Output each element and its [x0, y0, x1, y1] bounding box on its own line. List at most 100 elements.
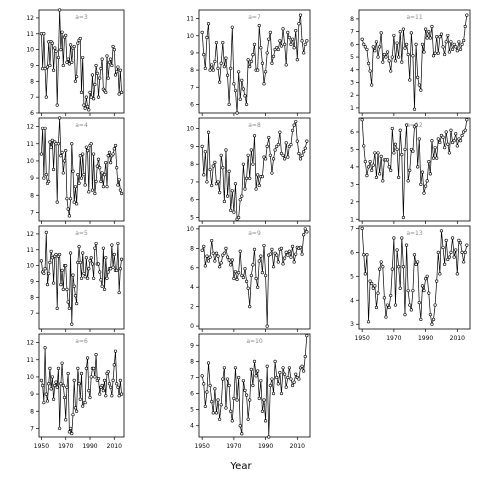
- data-point: [298, 157, 303, 161]
- data-point: [414, 42, 418, 46]
- data-point: [75, 302, 79, 306]
- data-point: [465, 243, 469, 247]
- y-tick-label: 6: [190, 391, 194, 398]
- data-point: [420, 42, 425, 46]
- data-point: [43, 67, 47, 71]
- data-point: [457, 40, 461, 44]
- data-point: [72, 378, 76, 382]
- y-tick-label: 8: [190, 358, 194, 365]
- x-tick-label: 1990: [418, 335, 433, 342]
- data-point: [48, 366, 52, 370]
- data-point: [433, 303, 437, 307]
- data-point: [387, 59, 391, 63]
- data-point: [387, 305, 391, 310]
- data-point: [56, 366, 61, 370]
- y-tick-label: 7: [30, 94, 34, 101]
- data-point: [271, 157, 276, 161]
- data-point: [105, 54, 109, 58]
- data-point: [96, 377, 101, 381]
- panel-a-13: 3 4 5 6 7 1950 1970 1990 2010 a=13: [350, 225, 471, 342]
- data-point: [365, 253, 369, 257]
- data-point: [376, 291, 380, 295]
- data-point: [107, 150, 112, 154]
- panel-frame: [198, 333, 311, 438]
- data-point: [305, 334, 309, 338]
- data-point: [84, 95, 88, 99]
- data-point: [295, 139, 299, 143]
- data-point: [39, 378, 44, 382]
- data-point: [381, 60, 385, 64]
- data-point: [251, 53, 255, 57]
- data-point: [206, 130, 211, 134]
- data-point: [99, 67, 103, 71]
- data-point: [99, 278, 103, 282]
- data-point: [106, 76, 110, 80]
- data-point: [55, 103, 59, 107]
- data-point: [229, 409, 233, 413]
- data-point: [283, 256, 287, 260]
- y-tick-label: 10: [26, 374, 34, 381]
- data-point: [76, 41, 80, 45]
- data-point: [424, 27, 428, 31]
- data-point: [113, 349, 118, 353]
- data-point: [214, 411, 219, 415]
- data-point: [75, 202, 79, 206]
- data-point: [392, 236, 396, 240]
- data-point: [360, 37, 364, 41]
- data-point: [219, 403, 223, 407]
- data-point: [431, 317, 436, 322]
- data-point: [84, 366, 88, 370]
- data-point: [111, 378, 115, 382]
- data-point: [229, 263, 233, 267]
- data-point: [203, 404, 207, 409]
- data-point: [96, 157, 101, 161]
- data-point: [213, 59, 217, 64]
- data-point: [422, 289, 426, 293]
- data-point: [99, 179, 103, 184]
- data-point: [227, 102, 231, 107]
- data-point: [449, 40, 453, 44]
- data-point: [257, 23, 261, 28]
- data-point: [268, 153, 272, 157]
- data-point: [249, 273, 253, 278]
- series-line: [201, 14, 308, 114]
- x-tick-label: 1990: [258, 443, 273, 450]
- data-point: [384, 55, 388, 59]
- data-point: [441, 45, 445, 49]
- data-point: [98, 392, 102, 396]
- data-point: [67, 306, 71, 311]
- data-point: [257, 183, 261, 188]
- data-point: [460, 133, 464, 138]
- data-point: [373, 284, 377, 288]
- panel-label: a=13: [406, 230, 423, 237]
- data-point: [374, 175, 379, 179]
- data-point: [118, 188, 122, 192]
- data-point: [233, 270, 238, 274]
- data-point: [224, 148, 228, 152]
- data-point: [101, 246, 105, 250]
- data-point: [81, 404, 85, 408]
- data-point: [77, 181, 81, 185]
- data-point: [292, 380, 296, 384]
- data-point: [218, 417, 222, 421]
- data-point: [77, 382, 81, 386]
- data-point: [237, 271, 241, 275]
- data-point: [241, 379, 245, 383]
- data-point: [92, 97, 96, 101]
- data-point: [115, 268, 119, 272]
- data-point: [290, 244, 295, 249]
- data-point: [278, 371, 282, 375]
- data-point: [276, 143, 280, 147]
- data-point: [438, 272, 442, 276]
- data-point: [454, 248, 458, 252]
- data-point: [420, 284, 425, 288]
- data-point: [408, 168, 412, 172]
- y-tick-label: 4: [350, 67, 354, 74]
- data-point: [243, 187, 247, 191]
- data-point: [211, 164, 215, 168]
- data-point: [221, 41, 225, 45]
- data-point: [303, 42, 307, 46]
- panel-a-8: 5 6 7 8 9 10 a=8: [186, 117, 311, 224]
- data-point: [385, 303, 390, 307]
- data-point: [450, 236, 455, 240]
